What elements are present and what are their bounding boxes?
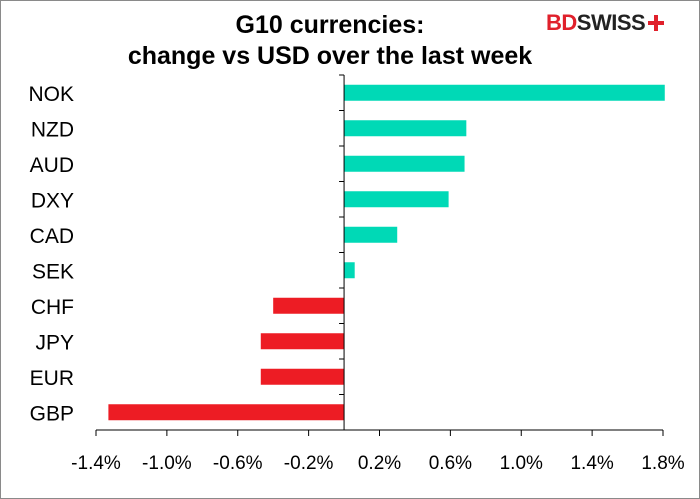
bdswiss-logo: BD SWISS [546,10,665,36]
bar-sek [344,262,355,279]
plus-cross-icon [648,15,665,31]
bar-chf [273,297,345,314]
category-label-chf: CHF [31,296,74,319]
bar-nzd [344,120,467,137]
bar-eur [260,368,345,385]
x-tick-label: 1.4% [570,453,613,474]
x-tick-label: -1.4% [71,453,121,474]
category-label-gbp: GBP [30,402,74,425]
category-label-nzd: NZD [31,118,74,141]
category-label-eur: EUR [30,367,74,390]
bar-nok [344,84,665,101]
logo-text-bd: BD [546,10,577,35]
x-tick-label: 1.0% [500,453,543,474]
category-label-nok: NOK [28,83,74,106]
x-tick-label: -0.6% [213,453,263,474]
bar-dxy [344,191,449,208]
x-tick-label: -0.2% [284,453,334,474]
bar-cad [344,226,398,243]
x-tick-label: 0.2% [358,453,401,474]
category-label-jpy: JPY [35,331,74,354]
x-tick-label: -1.0% [142,453,192,474]
category-label-cad: CAD [30,225,74,248]
category-label-sek: SEK [32,260,74,283]
logo-text-swiss: SWISS [576,10,646,35]
bar-jpy [260,333,345,350]
bar-aud [344,155,465,172]
x-tick-label: 0.6% [429,453,472,474]
category-label-aud: AUD [30,154,74,177]
chart-title-line-2: change vs USD over the last week [127,42,533,70]
bar-gbp [108,404,345,421]
x-tick-label: 1.8% [641,453,684,474]
chart-title-line-1: G10 currencies: [235,11,425,39]
category-label-dxy: DXY [31,189,74,212]
